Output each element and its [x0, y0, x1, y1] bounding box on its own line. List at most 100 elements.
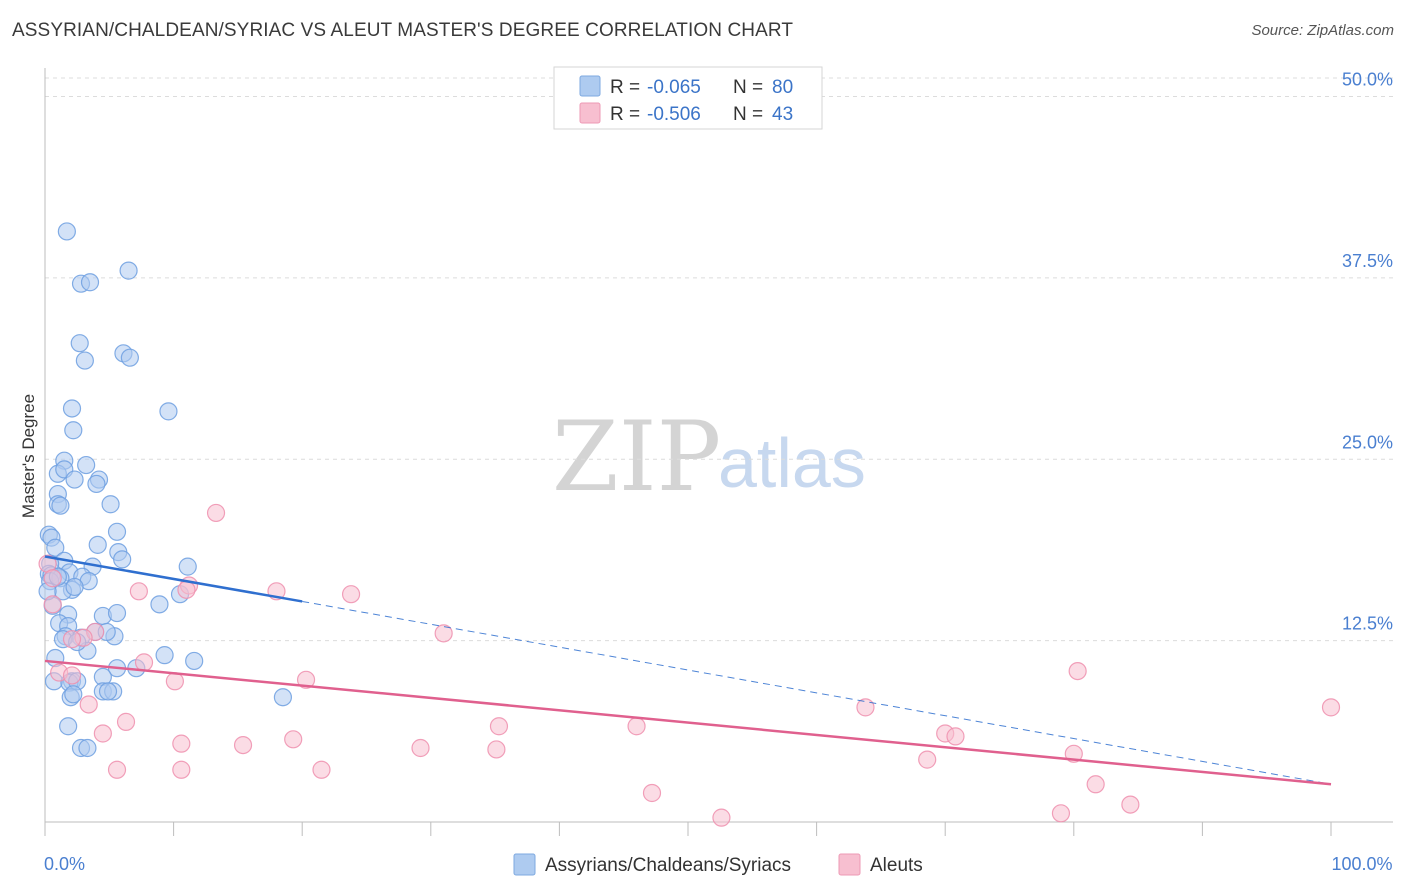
trend-line-assyrians — [44, 555, 303, 603]
legend-swatch-assyrians — [579, 75, 601, 97]
data-point — [88, 535, 107, 554]
legend-r-value-aleuts: -0.506 — [647, 104, 701, 125]
data-point — [185, 651, 204, 671]
data-point — [79, 695, 98, 714]
legend-r-value-assyrians: -0.065 — [647, 77, 701, 98]
watermark-atlas: atlas — [718, 424, 866, 502]
data-point — [75, 351, 94, 370]
data-point — [64, 421, 83, 440]
legend-r-label-assyrians: R = — [610, 77, 640, 98]
data-point — [107, 522, 127, 541]
y-tick-label: 37.5% — [1342, 251, 1393, 271]
legend-n-value-assyrians: 80 — [772, 77, 793, 98]
x-tick-label: 100.0% — [1331, 854, 1392, 874]
data-point — [1121, 795, 1140, 814]
data-point — [93, 724, 112, 743]
x-tick-label: 0.0% — [44, 854, 85, 874]
data-point — [487, 740, 506, 759]
data-point — [65, 470, 84, 489]
chart-title: ASSYRIAN/CHALDEAN/SYRIAC VS ALEUT MASTER… — [12, 20, 794, 41]
data-point — [411, 738, 430, 758]
data-point — [1051, 804, 1071, 823]
y-tick-label: 50.0% — [1342, 70, 1393, 90]
data-point — [64, 685, 83, 704]
data-points — [38, 222, 1341, 827]
data-point — [312, 760, 331, 779]
trend-line-aleuts — [44, 659, 1332, 786]
legend-r-label-aleuts: R = — [610, 104, 640, 125]
correlation-legend: R = -0.065 N = 80 R = -0.506 N = 43 — [553, 66, 823, 130]
data-point — [62, 399, 82, 418]
data-point — [43, 595, 62, 614]
data-point — [946, 727, 965, 746]
data-point — [119, 261, 138, 280]
data-point — [62, 666, 82, 685]
data-point — [856, 698, 875, 717]
data-point — [107, 760, 127, 779]
data-point — [120, 348, 139, 367]
data-point — [918, 750, 937, 769]
x-tick-labels: 0.0% 100.0% — [44, 854, 1393, 874]
data-point — [642, 783, 662, 803]
data-point — [80, 273, 100, 292]
data-point — [150, 595, 169, 614]
series-legend: Assyrians/Chaldeans/Syriacs Aleuts — [513, 853, 923, 876]
data-point — [87, 474, 106, 494]
data-point — [177, 580, 196, 599]
data-point — [172, 760, 191, 779]
data-point — [57, 222, 76, 241]
data-point — [233, 735, 253, 755]
data-point — [165, 672, 184, 691]
data-point — [155, 646, 174, 665]
bottom-legend-label-assyrians[interactable]: Assyrians/Chaldeans/Syriacs — [545, 855, 791, 876]
y-tick-label: 12.5% — [1342, 614, 1393, 634]
data-point — [113, 550, 132, 569]
data-point — [296, 670, 316, 689]
legend-swatch-aleuts — [579, 102, 601, 124]
data-point — [1068, 661, 1087, 681]
data-point — [59, 717, 78, 736]
gridlines — [45, 77, 1393, 642]
trend-lines — [44, 555, 1332, 786]
data-point — [129, 582, 148, 601]
data-point — [78, 738, 97, 758]
data-point — [134, 653, 154, 672]
data-point — [159, 402, 178, 421]
source-label: Source: ZipAtlas.com — [1251, 22, 1394, 39]
legend-n-label-assyrians: N = — [733, 77, 763, 98]
data-point — [62, 630, 82, 649]
data-point — [341, 585, 361, 604]
data-point — [70, 334, 89, 353]
watermark: ZIP atlas — [552, 401, 866, 513]
data-point — [1086, 775, 1105, 794]
data-point — [98, 682, 118, 701]
data-point — [273, 688, 293, 707]
data-point — [627, 717, 646, 736]
watermark-zip: ZIP — [552, 401, 721, 513]
data-point — [51, 496, 70, 515]
data-point — [172, 734, 191, 753]
trend-line-extension-assyrians — [302, 600, 1332, 785]
data-point — [284, 730, 303, 749]
y-tick-labels: 12.5% 25.0% 37.5% 50.0% — [1342, 70, 1393, 634]
y-tick-label: 25.0% — [1342, 432, 1393, 452]
y-axis-label: Master's Degree — [19, 394, 38, 518]
bottom-legend-swatch-assyrians[interactable] — [513, 853, 536, 876]
bottom-legend-label-aleuts[interactable]: Aleuts — [870, 855, 923, 876]
series-points-aleuts — [38, 503, 1341, 827]
legend-n-value-aleuts: 43 — [772, 104, 793, 125]
data-point — [101, 495, 120, 514]
data-point — [65, 577, 84, 597]
legend-n-label-aleuts: N = — [733, 104, 763, 125]
data-point — [434, 624, 453, 643]
data-point — [43, 569, 62, 588]
data-point — [489, 717, 509, 736]
data-point — [1321, 698, 1341, 717]
data-point — [77, 455, 96, 475]
data-point — [206, 503, 226, 523]
bottom-legend-swatch-aleuts[interactable] — [838, 853, 861, 876]
data-point — [107, 603, 127, 623]
data-point — [712, 808, 731, 827]
data-point — [178, 557, 197, 576]
